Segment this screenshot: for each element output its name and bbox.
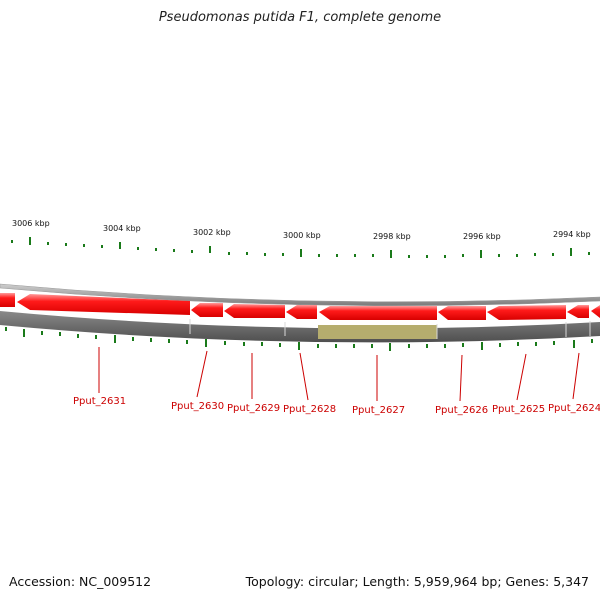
gene-label-pput-2629[interactable]: Pput_2629	[227, 403, 280, 414]
gene-label-pput-2624[interactable]: Pput_2624	[548, 403, 600, 414]
track-separators	[189, 319, 591, 339]
gene-label-pput-2631[interactable]: Pput_2631	[73, 396, 126, 407]
gene-arrows[interactable]	[0, 293, 600, 320]
tick-label: 2998 kbp	[373, 232, 411, 241]
inner-track	[0, 311, 600, 343]
gene-label-pput-2628[interactable]: Pput_2628	[283, 404, 336, 415]
tick-label: 2996 kbp	[463, 232, 501, 241]
gene-arrow-edge[interactable]	[591, 305, 600, 318]
gene-arrow-pput-2627[interactable]	[286, 305, 317, 319]
gene-arrow-pput-2629[interactable]	[191, 303, 223, 317]
gene-labels: Pput_2631 Pput_2630 Pput_2629 Pput_2628 …	[73, 396, 600, 416]
tick-label: 3006 kbp	[12, 219, 50, 228]
gene-label-pput-2627[interactable]: Pput_2627	[352, 405, 405, 416]
gene-arrow-pput-2625[interactable]	[438, 306, 486, 320]
tick-label: 2994 kbp	[553, 230, 591, 239]
gene-leader-lines	[98, 347, 580, 402]
topology-label: Topology: circular; Length: 5,959,964 bp…	[245, 574, 589, 589]
outer-backbone	[0, 283, 600, 307]
gene-arrow-pput-2623[interactable]	[567, 305, 589, 318]
gene-arrow-pput-2626[interactable]	[319, 306, 437, 320]
gene-label-pput-2625[interactable]: Pput_2625	[492, 404, 545, 415]
gene-arrow-pput-2628[interactable]	[224, 304, 285, 318]
gene-arrow-pput-2631[interactable]	[0, 293, 15, 307]
gene-label-pput-2626[interactable]: Pput_2626	[435, 405, 488, 416]
gene-arrow-pput-2630[interactable]	[17, 294, 190, 315]
upper-ticks	[11, 237, 590, 258]
gene-arrow-pput-2624[interactable]	[487, 305, 566, 320]
scale-labels: 3006 kbp 3004 kbp 3002 kbp 3000 kbp 2998…	[12, 219, 591, 241]
accession-label: Accession: NC_009512	[9, 574, 152, 589]
tick-label: 3002 kbp	[193, 228, 231, 237]
tick-label: 3000 kbp	[283, 231, 321, 240]
map-title: Pseudomonas putida F1, complete genome	[158, 10, 442, 25]
tick-label: 3004 kbp	[103, 224, 141, 233]
highlight-segment-pput-2627[interactable]	[318, 325, 437, 339]
lower-ticks	[5, 327, 593, 351]
gene-label-pput-2630[interactable]: Pput_2630	[171, 401, 224, 412]
